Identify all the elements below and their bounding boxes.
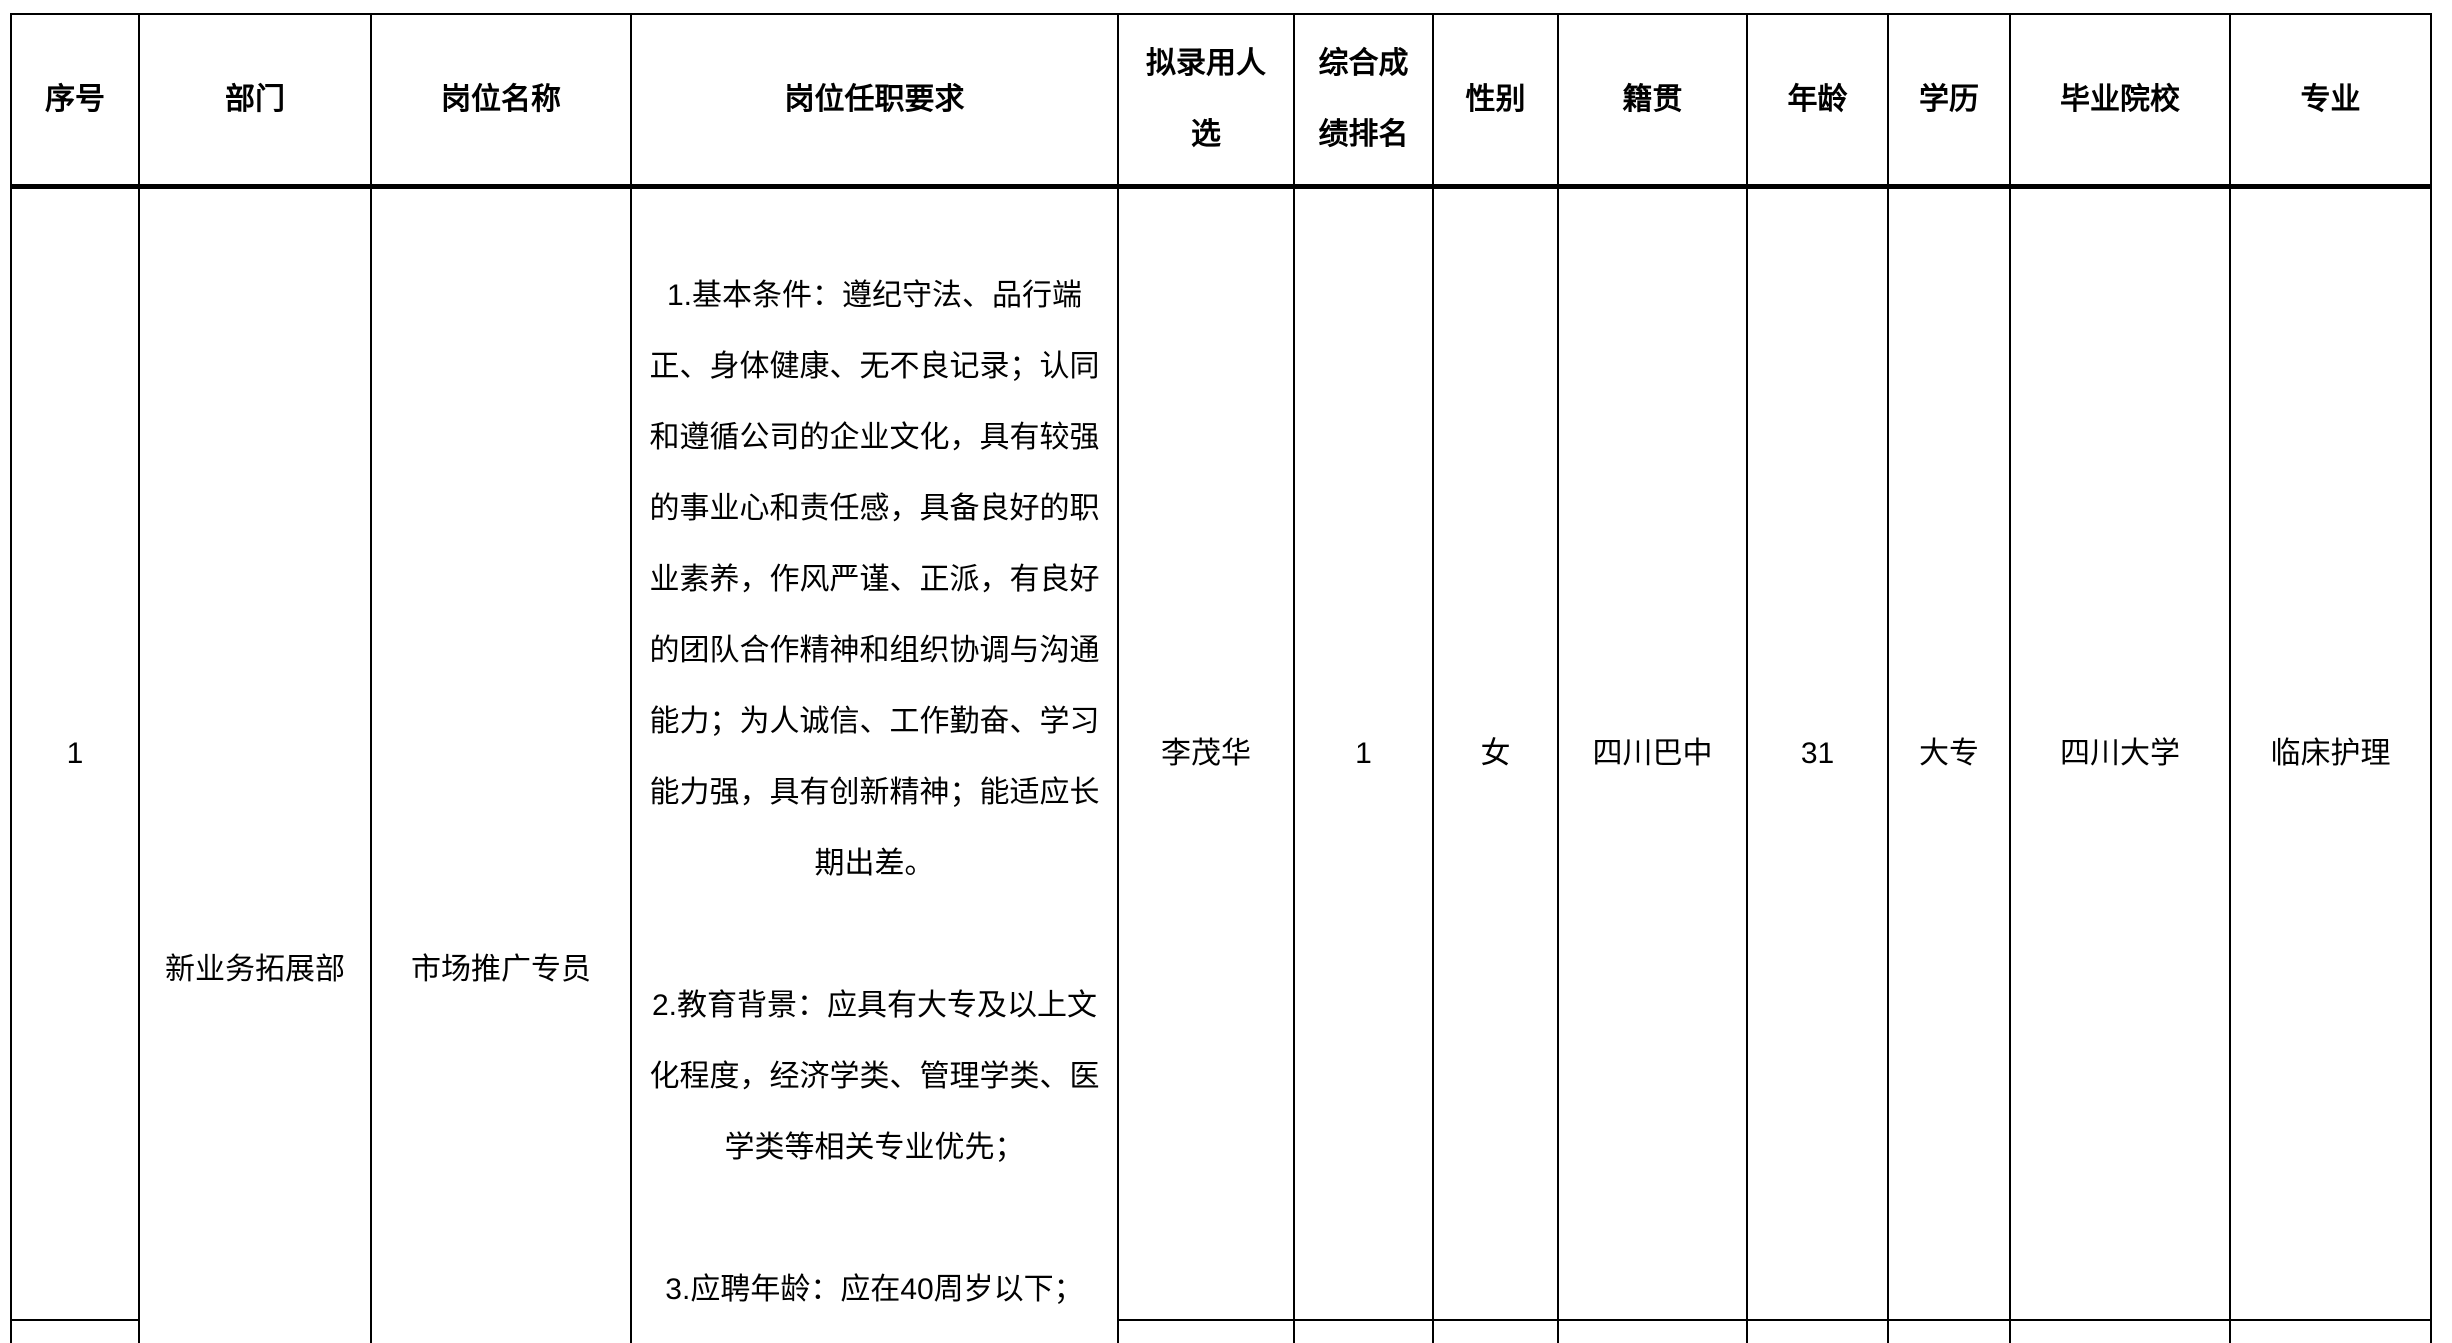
cell-seq: 2 xyxy=(10,1319,140,1343)
col-header-major: 专业 xyxy=(2229,13,2432,189)
col-header-gender: 性别 xyxy=(1432,13,1559,189)
col-header-age: 年龄 xyxy=(1746,13,1889,189)
col-header-seq: 序号 xyxy=(10,13,140,189)
cell-rank: 1 xyxy=(1293,184,1434,1322)
header-row: 序号 部门 岗位名称 岗位任职要求 拟录用人 选 综合成 绩排名 性别 籍贯 年… xyxy=(10,13,2432,189)
cell-major: 临床护理 xyxy=(2229,184,2432,1322)
cell-gender: 男 xyxy=(1432,1319,1559,1343)
cell-candidate: 邓赖宇 xyxy=(1117,1319,1295,1343)
cell-education: 大专 xyxy=(1887,1319,2011,1343)
col-header-rank: 综合成 绩排名 xyxy=(1293,13,1434,189)
col-header-department: 部门 xyxy=(138,13,372,189)
cell-school: 四川建筑职业 技术学院 xyxy=(2009,1319,2231,1343)
cell-position-name-merged: 市场推广专员 xyxy=(370,185,632,1343)
cell-candidate: 李茂华 xyxy=(1117,184,1295,1322)
requirement-paragraph: 3.应聘年龄：应在40周岁以下； xyxy=(665,1272,1084,1306)
cell-seq: 1 xyxy=(10,184,140,1322)
table-row: 1 新业务拓展部 市场推广专员 1.基本条件：遵纪守法、品行端 正、身体健康、无… xyxy=(10,184,2432,1343)
col-header-education: 学历 xyxy=(1887,13,2011,189)
cell-education: 大专 xyxy=(1887,184,2011,1322)
col-header-candidate: 拟录用人 选 xyxy=(1117,13,1295,189)
col-header-native-place: 籍贯 xyxy=(1557,13,1748,189)
cell-age: 24 xyxy=(1746,1319,1889,1343)
cell-rank: 2 xyxy=(1293,1319,1434,1343)
cell-gender: 女 xyxy=(1432,184,1559,1322)
cell-school: 四川大学 xyxy=(2009,184,2231,1322)
cell-native-place: 四川巴中 xyxy=(1557,184,1748,1322)
cell-major: 工程造价 xyxy=(2229,1319,2432,1343)
cell-native-place: 四川成都 xyxy=(1557,1319,1748,1343)
table-row: 2 邓赖宇 2 男 四川成都 24 大专 四川建筑职业 技术学院 工程造价 xyxy=(10,1319,2432,1343)
requirement-paragraph: 2.教育背景：应具有大专及以上文 化程度，经济学类、管理学类、医 学类等相关专业… xyxy=(649,988,1100,1164)
col-header-requirements: 岗位任职要求 xyxy=(630,13,1119,189)
col-header-school: 毕业院校 xyxy=(2009,13,2231,189)
requirement-paragraph: 1.基本条件：遵纪守法、品行端 正、身体健康、无不良记录；认同 和遵循公司的企业… xyxy=(649,278,1100,880)
col-header-position-name: 岗位名称 xyxy=(370,13,632,189)
cell-department-merged: 新业务拓展部 xyxy=(138,185,372,1343)
recruitment-result-table: 序号 部门 岗位名称 岗位任职要求 拟录用人 选 综合成 绩排名 性别 籍贯 年… xyxy=(10,13,2432,1343)
cell-age: 31 xyxy=(1746,184,1889,1322)
cell-requirements-merged: 1.基本条件：遵纪守法、品行端 正、身体健康、无不良记录；认同 和遵循公司的企业… xyxy=(630,185,1119,1343)
